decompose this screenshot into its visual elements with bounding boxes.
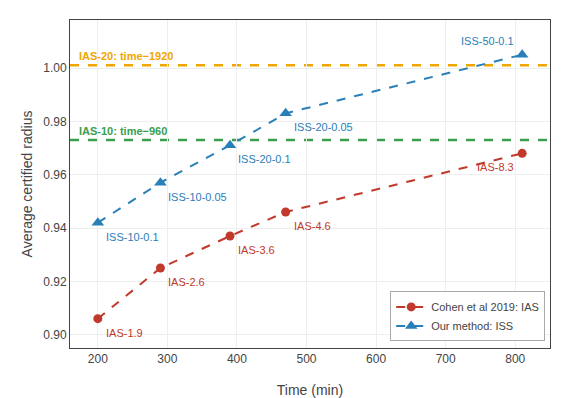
- svg-text:IAS-2.6: IAS-2.6: [168, 276, 205, 288]
- svg-text:0.98: 0.98: [43, 115, 67, 129]
- svg-text:ISS-20-0.1: ISS-20-0.1: [238, 153, 291, 165]
- svg-text:800: 800: [505, 352, 525, 366]
- svg-text:300: 300: [157, 352, 177, 366]
- svg-text:ISS-20-0.05: ISS-20-0.05: [294, 121, 353, 133]
- svg-text:200: 200: [88, 352, 108, 366]
- svg-text:600: 600: [366, 352, 386, 366]
- svg-text:IAS-3.6: IAS-3.6: [238, 244, 275, 256]
- svg-text:1.00: 1.00: [43, 61, 67, 75]
- svg-text:Our method: ISS: Our method: ISS: [431, 320, 513, 332]
- svg-text:IAS-10: time−960: IAS-10: time−960: [79, 125, 167, 137]
- svg-text:ISS-10-0.05: ISS-10-0.05: [168, 191, 227, 203]
- svg-text:IAS-4.6: IAS-4.6: [294, 220, 331, 232]
- svg-text:0.92: 0.92: [43, 275, 67, 289]
- svg-text:IAS-1.9: IAS-1.9: [106, 327, 143, 339]
- svg-text:0.96: 0.96: [43, 168, 67, 182]
- svg-text:700: 700: [436, 352, 456, 366]
- svg-text:400: 400: [227, 352, 247, 366]
- svg-text:0.94: 0.94: [43, 221, 67, 235]
- svg-text:IAS-8.3: IAS-8.3: [477, 161, 514, 173]
- svg-text:Cohen et al 2019: IAS: Cohen et al 2019: IAS: [431, 301, 539, 313]
- svg-text:IAS-20: time−1920: IAS-20: time−1920: [79, 50, 173, 62]
- svg-text:ISS-50-0.1: ISS-50-0.1: [461, 35, 514, 47]
- svg-text:500: 500: [297, 352, 317, 366]
- svg-text:0.90: 0.90: [43, 328, 67, 342]
- svg-text:Average certified radius: Average certified radius: [19, 111, 35, 258]
- svg-text:ISS-10-0.1: ISS-10-0.1: [106, 231, 159, 243]
- svg-text:Time (min): Time (min): [277, 382, 343, 398]
